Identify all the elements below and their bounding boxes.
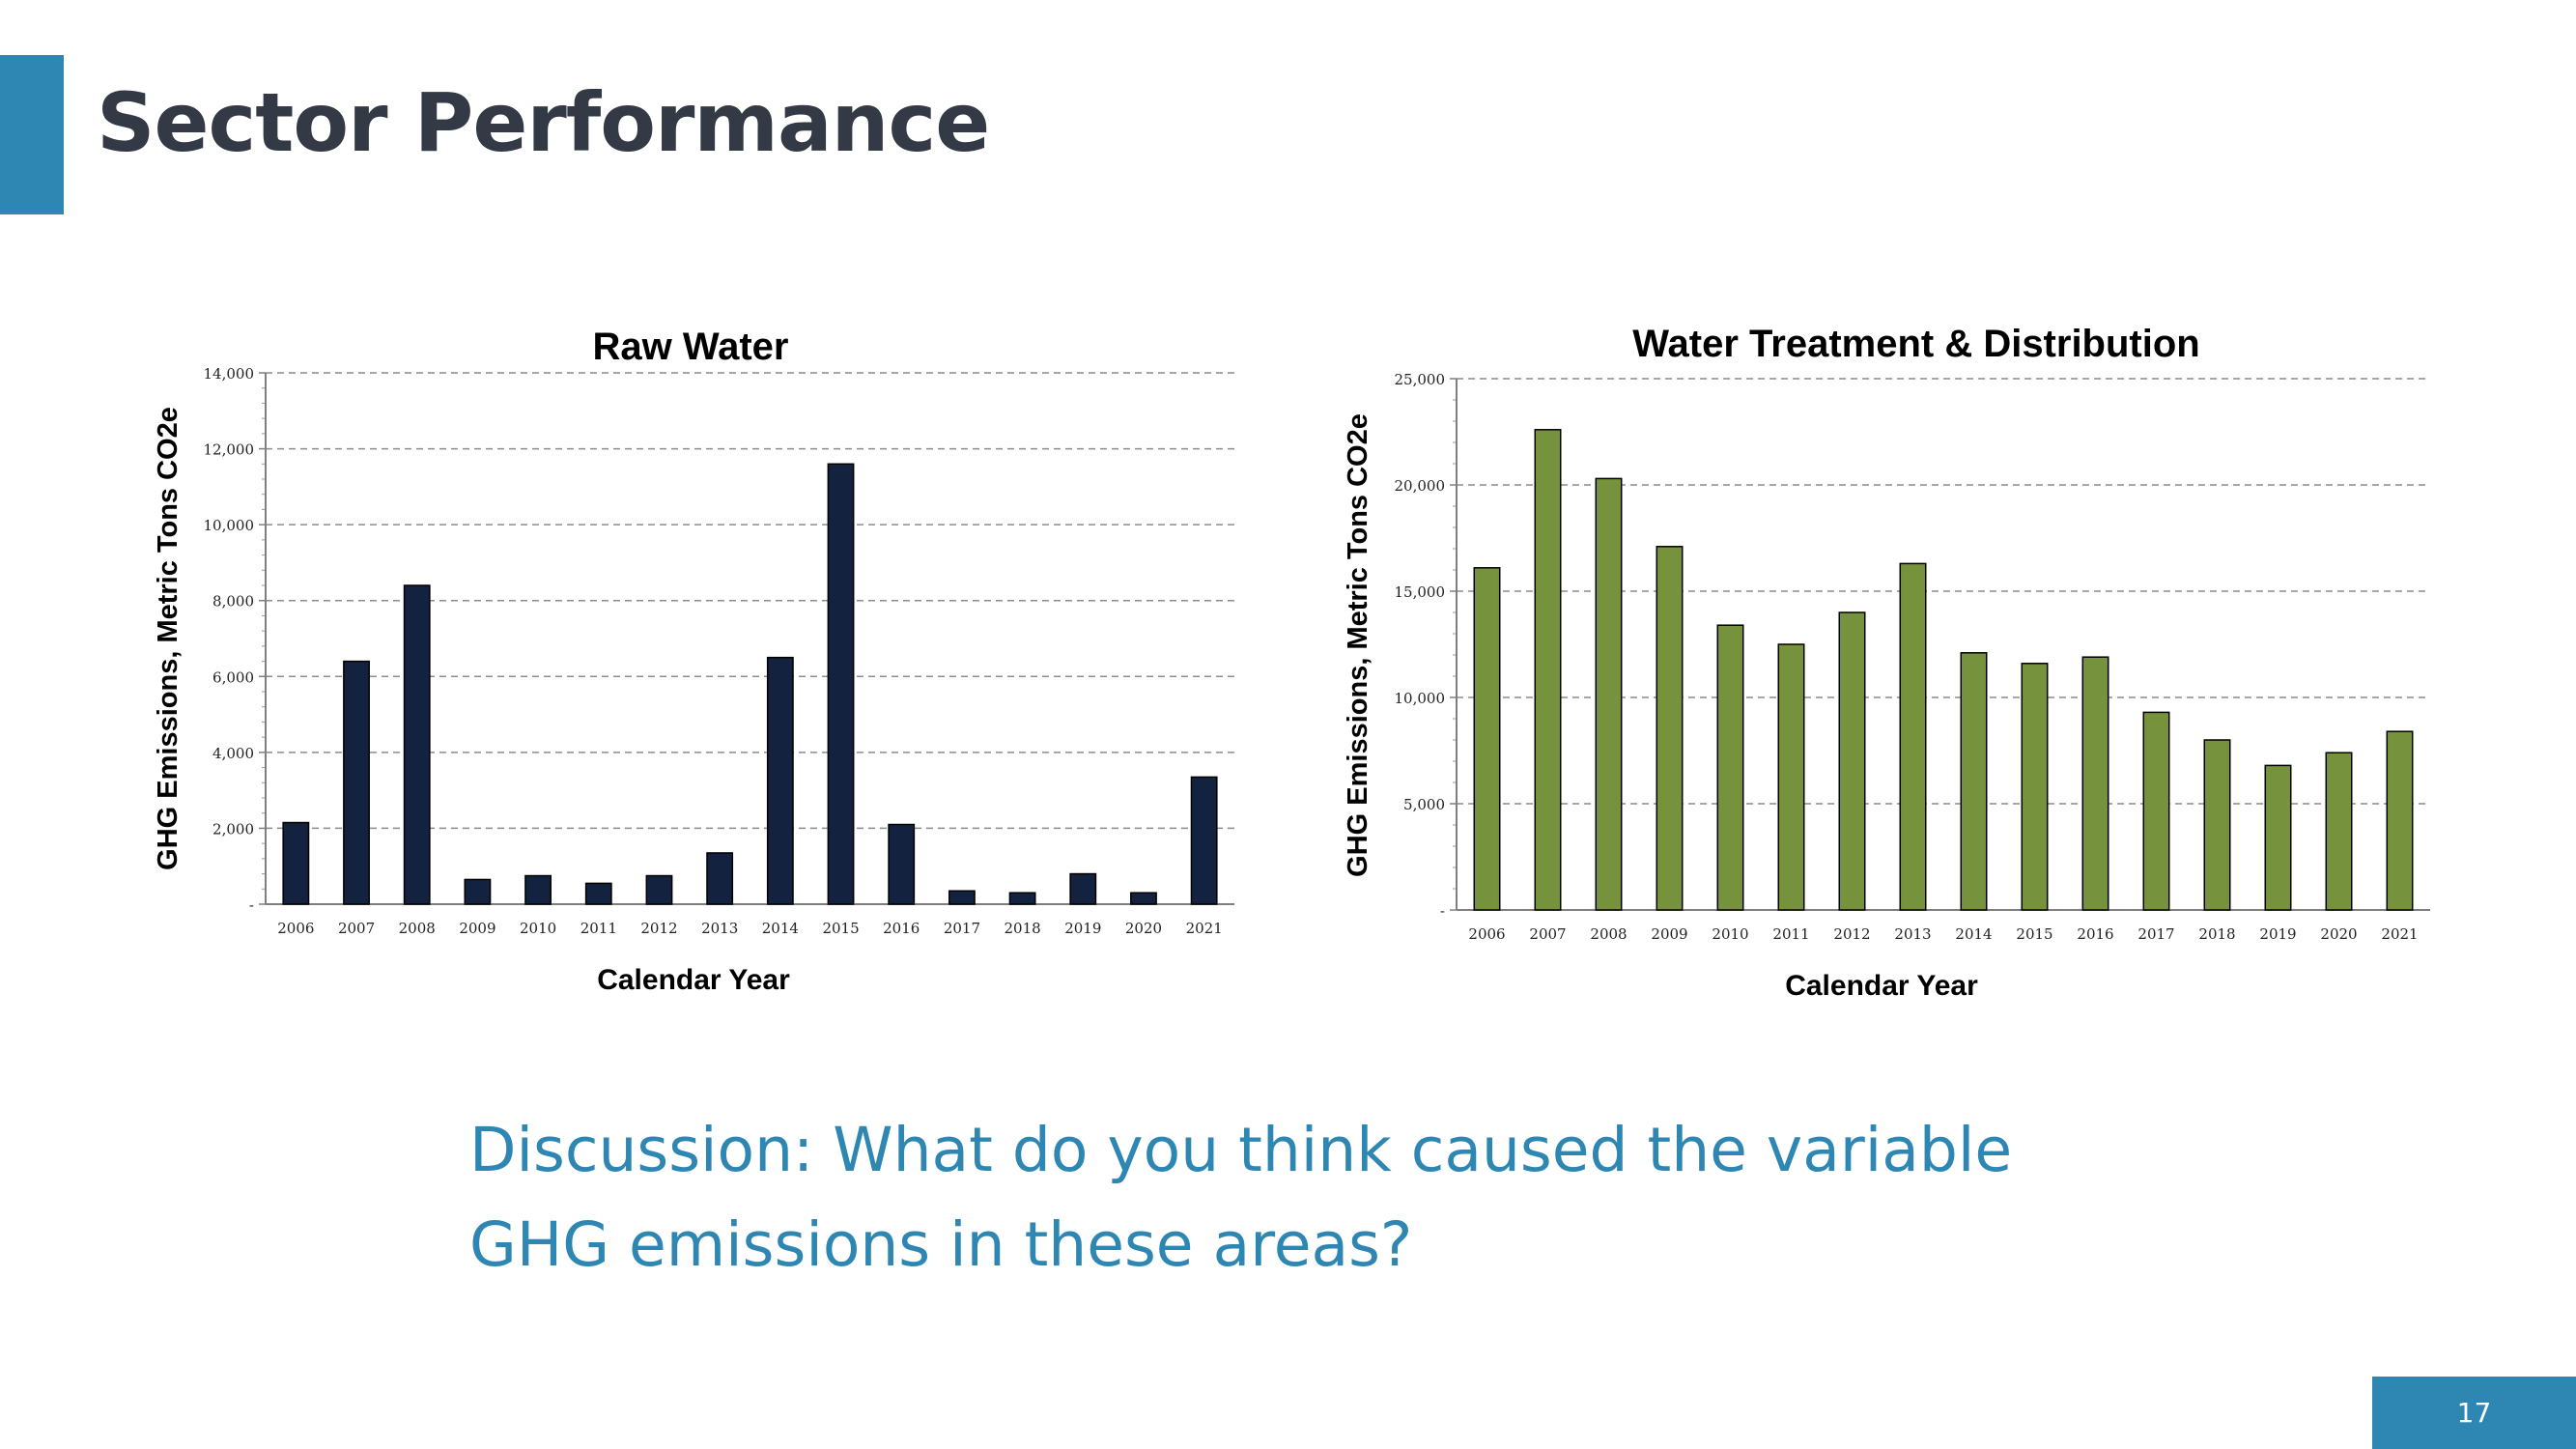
raw-water-bar (645, 874, 673, 905)
raw-water-x-tick-label: 2020 (1125, 920, 1162, 937)
raw-water-bar (1069, 872, 1097, 905)
raw-water-bar (464, 878, 492, 905)
raw-water-y-tick-label: 6,000 (212, 668, 254, 686)
page-number: 17 (2456, 1397, 2492, 1429)
water-treatment-x-tick-label: 2009 (1651, 925, 1687, 943)
raw-water-bar (948, 890, 976, 905)
water-treatment-bar (2021, 663, 2049, 911)
raw-water-y-axis-label: GHG Emissions, Metric Tons CO2e (153, 407, 184, 870)
water-treatment-x-tick-label: 2008 (1590, 925, 1627, 943)
raw-water-bar (1130, 892, 1157, 905)
raw-water-x-tick-label: 2007 (338, 920, 375, 937)
discussion-line-1: Discussion: What do you think caused the… (469, 1115, 2013, 1185)
raw-water-x-tick-label: 2009 (459, 920, 495, 937)
raw-water-chart: Raw Water - 2,000 4,000 6,000 8,000 10,000 12,0… (135, 309, 1256, 1014)
water-treatment-bar (1960, 652, 1988, 911)
raw-water-y-tick-label: 4,000 (212, 745, 254, 762)
water-treatment-y-axis-label: GHG Emissions, Metric Tons CO2e (1343, 413, 1373, 877)
raw-water-x-tick-label: 2019 (1064, 920, 1101, 937)
discussion-prompt: Discussion: What do you think caused the… (469, 1103, 2012, 1293)
water-treatment-x-tick-label: 2018 (2198, 925, 2235, 943)
water-treatment-chart-svg: Water Treatment & Distribution - 5,000 10,0… (1343, 323, 2430, 1002)
raw-water-bar (403, 584, 431, 905)
page-title: Sector Performance (97, 75, 990, 170)
water-treatment-bar (2264, 764, 2292, 911)
water-treatment-bar (1777, 643, 1805, 911)
raw-water-y-tick-label: 14,000 (204, 365, 255, 383)
page-number-box: 17 (2372, 1377, 2576, 1449)
water-treatment-y-tick-label: - (1440, 902, 1445, 920)
water-treatment-x-tick-label: 2016 (2077, 925, 2113, 943)
raw-water-x-tick-label: 2017 (944, 920, 980, 937)
water-treatment-x-tick-label: 2011 (1772, 925, 1809, 943)
raw-water-x-tick-label: 2014 (762, 920, 799, 937)
water-treatment-bar (1899, 562, 1927, 911)
discussion-line-2: GHG emissions in these areas? (469, 1209, 1413, 1280)
water-treatment-x-tick-label: 2010 (1712, 925, 1748, 943)
raw-water-x-tick-label: 2015 (822, 920, 859, 937)
water-treatment-x-tick-label: 2015 (2016, 925, 2052, 943)
water-treatment-bar (2081, 656, 2109, 911)
water-treatment-bar (1595, 477, 1623, 911)
raw-water-bar (584, 882, 612, 905)
water-treatment-bar (2142, 711, 2170, 911)
water-treatment-x-axis-label: Calendar Year (1785, 970, 1978, 1002)
water-treatment-y-tick-label: 5,000 (1403, 796, 1445, 813)
water-treatment-x-tick-label: 2017 (2137, 925, 2174, 943)
water-treatment-bar (2325, 752, 2353, 911)
raw-water-x-tick-label: 2021 (1186, 920, 1223, 937)
raw-water-bar (1008, 892, 1036, 905)
water-treatment-x-tick-label: 2006 (1468, 925, 1505, 943)
raw-water-y-tick-label: 2,000 (212, 820, 254, 838)
water-treatment-bar (1716, 624, 1744, 911)
raw-water-x-tick-label: 2012 (640, 920, 677, 937)
water-treatment-title: Water Treatment & Distribution (1632, 323, 2199, 365)
raw-water-bar (343, 660, 370, 905)
water-treatment-bar (1838, 611, 1866, 911)
raw-water-x-tick-label: 2010 (520, 920, 556, 937)
water-treatment-bar (1534, 429, 1562, 911)
water-treatment-x-tick-label: 2021 (2381, 925, 2418, 943)
raw-water-x-tick-label: 2006 (277, 920, 314, 937)
water-treatment-bar (2386, 730, 2414, 911)
water-treatment-y-tick-label: 10,000 (1395, 690, 1446, 707)
water-treatment-y-tick-label: 15,000 (1395, 583, 1446, 601)
raw-water-title: Raw Water (592, 326, 788, 368)
raw-water-bar (827, 463, 855, 905)
raw-water-x-tick-label: 2011 (580, 920, 617, 937)
water-treatment-x-tick-label: 2007 (1529, 925, 1566, 943)
raw-water-y-tick-label: - (249, 896, 254, 914)
raw-water-bar (1190, 776, 1218, 905)
raw-water-bar (524, 874, 552, 905)
water-treatment-bar (2203, 739, 2231, 911)
water-treatment-x-tick-label: 2020 (2320, 925, 2357, 943)
water-treatment-x-tick-label: 2013 (1894, 925, 1931, 943)
raw-water-y-tick-label: 12,000 (204, 441, 255, 459)
water-treatment-bar (1473, 567, 1501, 911)
water-treatment-y-tick-label: 20,000 (1395, 477, 1446, 495)
water-treatment-y-tick-label: 25,000 (1395, 371, 1446, 388)
raw-water-bar (282, 821, 310, 905)
raw-water-bar (766, 656, 794, 905)
raw-water-bar (888, 823, 916, 905)
raw-water-chart-svg: Raw Water - 2,000 4,000 6,000 8,000 10,000 12,0… (153, 326, 1234, 996)
raw-water-x-tick-label: 2008 (399, 920, 436, 937)
raw-water-y-tick-label: 8,000 (212, 593, 254, 611)
raw-water-x-tick-label: 2013 (701, 920, 738, 937)
raw-water-x-axis-label: Calendar Year (597, 964, 790, 996)
water-treatment-x-tick-label: 2014 (1955, 925, 1992, 943)
raw-water-x-tick-label: 2018 (1005, 920, 1041, 937)
water-treatment-x-tick-label: 2019 (2259, 925, 2296, 943)
title-accent-bar (0, 55, 64, 214)
raw-water-x-tick-label: 2016 (883, 920, 920, 937)
water-treatment-chart: Water Treatment & Distribution - 5,000 10,0… (1323, 309, 2463, 1014)
water-treatment-bar (1656, 546, 1684, 911)
water-treatment-x-tick-label: 2012 (1833, 925, 1870, 943)
raw-water-y-tick-label: 10,000 (204, 517, 255, 534)
raw-water-bar (706, 852, 734, 905)
